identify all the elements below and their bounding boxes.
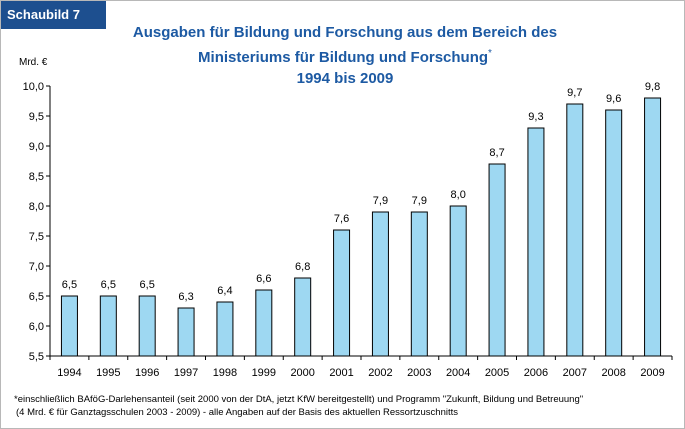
y-tick-label: 7,5 (29, 231, 44, 243)
bar (255, 289, 273, 357)
bar-value-label: 8,7 (489, 147, 504, 159)
x-tick-label: 1997 (174, 367, 198, 379)
bar (410, 211, 428, 357)
y-tick-label: 6,5 (29, 291, 44, 303)
bar (294, 277, 312, 357)
y-tick-label: 8,0 (29, 201, 44, 213)
bar (99, 295, 117, 357)
x-tick-label: 2008 (601, 367, 625, 379)
y-axis-unit-label: Mrd. € (19, 57, 48, 68)
x-tick-label: 1998 (213, 367, 237, 379)
bar (216, 301, 234, 357)
bar (566, 103, 584, 357)
x-tick-label: 1995 (96, 367, 120, 379)
x-tick-label: 2007 (563, 367, 587, 379)
x-tick-label: 1994 (57, 367, 81, 379)
x-tick-label: 1996 (135, 367, 159, 379)
figure-badge: Schaubild 7 (1, 1, 106, 29)
bar (488, 163, 506, 357)
bar (449, 205, 467, 357)
x-tick-label: 2001 (329, 367, 353, 379)
bar-value-label: 6,8 (295, 261, 310, 273)
bar-value-label: 9,6 (606, 93, 621, 105)
bar (333, 229, 351, 357)
bar-value-label: 7,6 (334, 213, 349, 225)
bar-value-label: 6,5 (62, 279, 77, 291)
title-line-2-text: Ministeriums für Bildung und Forschung (198, 49, 489, 66)
y-tick-label: 6,0 (29, 321, 44, 333)
x-tick-label: 1999 (252, 367, 276, 379)
footnote-line-1: *einschließlich BAföG-Darlehensanteil (s… (14, 394, 584, 405)
y-tick-label: 5,5 (29, 351, 44, 363)
bar (644, 97, 662, 357)
x-tick-label: 2000 (290, 367, 314, 379)
x-tick-label: 2006 (524, 367, 548, 379)
y-tick-label: 10,0 (23, 81, 44, 93)
bar-value-label: 9,7 (567, 87, 582, 99)
x-tick-label: 2004 (446, 367, 470, 379)
bar-value-label: 9,8 (645, 81, 660, 93)
bar-value-label: 7,9 (412, 195, 427, 207)
bar (605, 109, 623, 357)
x-tick-label: 2002 (368, 367, 392, 379)
footnote-line-2: (4 Mrd. € für Ganztagsschulen 2003 - 200… (16, 407, 458, 418)
y-tick-label: 9,0 (29, 141, 44, 153)
bar-value-label: 6,6 (256, 273, 271, 285)
chart-title: Ausgaben für Bildung und Forschung aus d… (60, 22, 630, 89)
title-footnote-mark: * (488, 48, 492, 59)
bar-value-label: 6,3 (178, 291, 193, 303)
bar-value-label: 8,0 (451, 189, 466, 201)
bar (371, 211, 389, 357)
bar-value-label: 6,4 (217, 285, 232, 297)
y-tick-label: 9,5 (29, 111, 44, 123)
bar-value-label: 9,3 (528, 111, 543, 123)
bar (177, 307, 195, 357)
footnote: *einschließlich BAföG-Darlehensanteil (s… (14, 393, 583, 419)
x-tick-label: 2005 (485, 367, 509, 379)
title-line-2: Ministeriums für Bildung und Forschung* (60, 43, 630, 68)
x-tick-label: 2003 (407, 367, 431, 379)
bar (138, 295, 156, 357)
bar-value-label: 6,5 (140, 279, 155, 291)
bar-value-label: 6,5 (101, 279, 116, 291)
title-line-3: 1994 bis 2009 (296, 70, 394, 87)
bar (527, 127, 545, 357)
x-tick-label: 2009 (640, 367, 664, 379)
y-tick-label: 8,5 (29, 171, 44, 183)
y-tick-label: 7,0 (29, 261, 44, 273)
bar-value-label: 7,9 (373, 195, 388, 207)
bar (60, 295, 78, 357)
title-line-1: Ausgaben für Bildung und Forschung aus d… (132, 24, 558, 41)
